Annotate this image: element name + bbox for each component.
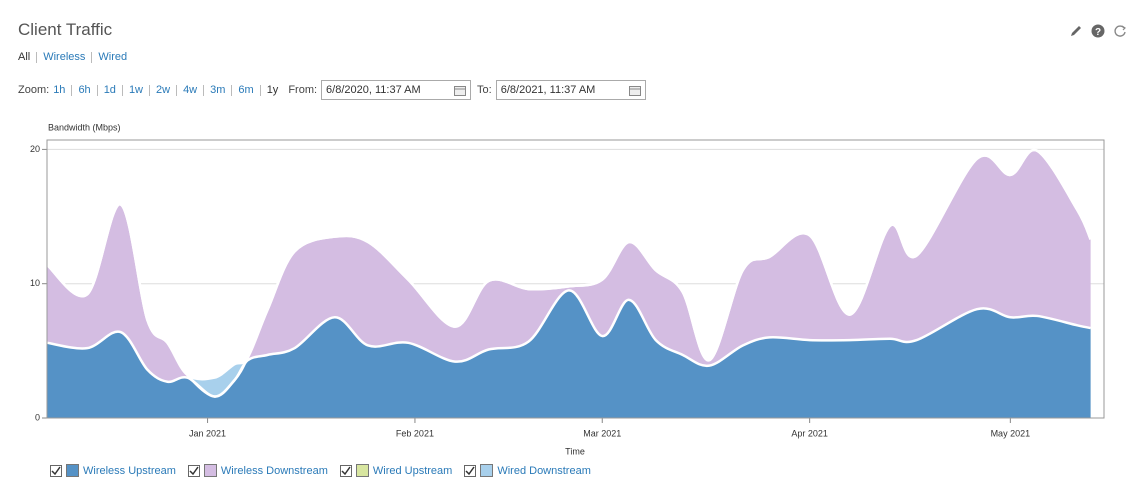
from-value: 6/8/2020, 11:37 AM — [326, 84, 421, 96]
legend-item[interactable]: Wireless Downstream — [187, 464, 328, 477]
check-mark — [51, 466, 61, 475]
legend-swatch — [355, 464, 369, 477]
y-tick-label: 0 — [35, 412, 40, 422]
x-tick-label: Feb 2021 — [396, 428, 434, 438]
zoom-options: 1h 6h 1d 1w 2w 4w 3m 6m 1y — [53, 83, 285, 96]
x-axis-label: Time — [565, 446, 585, 456]
to-input[interactable]: 6/8/2021, 11:37 AM — [495, 80, 646, 100]
filter-row: All Wireless Wired — [18, 52, 133, 63]
legend-label: Wired Upstream — [372, 464, 453, 477]
zoom-option[interactable]: 1d — [96, 84, 122, 96]
area — [47, 149, 1091, 397]
zoom-option[interactable]: 6h — [71, 84, 96, 96]
area-edge — [46, 148, 1092, 381]
widget-title: Client Traffic — [18, 20, 113, 39]
legend-item[interactable]: Wired Upstream — [339, 464, 453, 477]
zoom-option[interactable]: 1y — [259, 84, 285, 96]
y-axis-label: Bandwidth (Mbps) — [48, 122, 121, 132]
filter-link[interactable]: Wired — [91, 52, 133, 63]
legend-checkbox[interactable] — [339, 464, 352, 477]
from-label: From: — [288, 84, 318, 96]
legend-swatch — [66, 464, 79, 477]
check-mark — [341, 466, 351, 475]
calendar-icon[interactable] — [628, 85, 641, 96]
legend: Wireless Upstream Wireless Downstream Wire… — [50, 464, 591, 477]
zoom-option[interactable]: 1h — [53, 83, 66, 96]
x-tick-label: Jan 2021 — [189, 428, 226, 438]
refresh-icon[interactable] — [1113, 24, 1127, 38]
to-label: To: — [477, 84, 492, 96]
check-mark — [189, 466, 199, 475]
legend-checkbox[interactable] — [187, 464, 200, 477]
edit-icon[interactable] — [1069, 24, 1083, 38]
help-icon[interactable]: ? — [1091, 24, 1105, 38]
zoom-option[interactable]: 1w — [121, 84, 149, 96]
widget-icons: ? — [1069, 24, 1127, 38]
legend-label: Wireless Downstream — [220, 464, 328, 477]
zoom-option[interactable]: 6m — [231, 84, 259, 96]
x-tick-label: May 2021 — [991, 428, 1031, 438]
zoom-option[interactable]: 3m — [203, 84, 231, 96]
legend-swatch — [480, 464, 494, 477]
to-value: 6/8/2021, 11:37 AM — [500, 84, 596, 96]
zoom-label: Zoom: — [18, 84, 50, 96]
zoom-option[interactable]: 2w — [149, 84, 176, 96]
legend-label: Wireless Upstream — [83, 464, 176, 477]
legend-item[interactable]: Wired Downstream — [464, 464, 591, 477]
calendar-icon[interactable] — [454, 85, 467, 96]
x-tick-label: Mar 2021 — [583, 428, 621, 438]
legend-swatch — [203, 464, 217, 477]
y-tick-label: 20 — [30, 144, 40, 154]
plot-frame — [46, 139, 1105, 419]
x-tick-label: Apr 2021 — [791, 428, 828, 438]
legend-label: Wired Downstream — [497, 464, 591, 477]
check-mark — [465, 466, 475, 475]
filter-link[interactable]: All — [18, 51, 31, 63]
filter-link[interactable]: Wireless — [36, 52, 91, 63]
area — [47, 290, 1091, 418]
zoom-row: Zoom: 1h 6h 1d 1w 2w 4w 3m 6m 1y From: 6/8/2020,… — [18, 80, 646, 100]
legend-checkbox[interactable] — [50, 464, 62, 477]
legend-item[interactable]: Wireless Upstream — [50, 464, 176, 477]
zoom-option[interactable]: 4w — [176, 84, 203, 96]
legend-checkbox[interactable] — [464, 464, 477, 477]
y-tick-label: 10 — [30, 278, 40, 288]
svg-text:?: ? — [1095, 27, 1101, 38]
from-input[interactable]: 6/8/2020, 11:37 AM — [321, 80, 472, 100]
